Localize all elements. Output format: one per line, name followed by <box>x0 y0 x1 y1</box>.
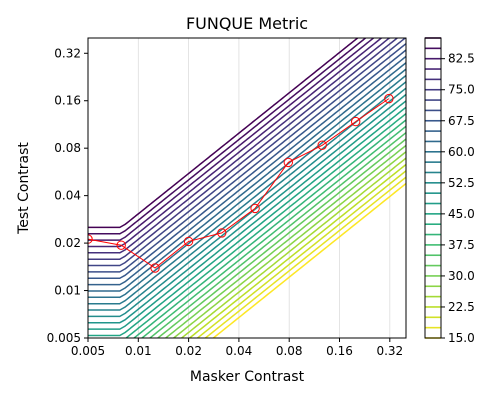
contour-level-26 <box>88 38 383 248</box>
threshold-point-5 <box>250 203 260 214</box>
contour-level-27 <box>88 38 375 241</box>
contour-level-22 <box>88 42 406 273</box>
contour-level-1 <box>204 176 406 338</box>
x-tick-label-0: 0.005 <box>71 344 105 358</box>
threshold-point-9 <box>384 93 394 104</box>
x-tick-label-5: 0.16 <box>326 344 353 358</box>
contour-level-8 <box>149 131 406 338</box>
contour-level-3 <box>188 163 406 338</box>
threshold-point-7 <box>317 140 327 150</box>
threshold-series <box>88 93 394 273</box>
contour-level-5 <box>172 151 406 338</box>
plot-frame <box>87 37 407 339</box>
y-tick-label-0: 0.005 <box>47 331 81 345</box>
threshold-point-6 <box>283 157 293 168</box>
contour-lines <box>88 38 406 338</box>
colorbar-tick-label-3: 37.5 <box>448 238 475 252</box>
contour-level-10 <box>133 119 406 338</box>
contour-level-4 <box>180 157 406 338</box>
y-tick-label-1: 0.01 <box>54 284 81 298</box>
contour-level-29 <box>88 38 359 229</box>
y-tick-label-2: 0.02 <box>54 236 81 250</box>
threshold-point-8 <box>350 116 361 127</box>
y-tick-label-5: 0.16 <box>54 94 81 108</box>
colorbar-tick-label-5: 52.5 <box>448 176 475 190</box>
contour-level-9 <box>141 125 406 338</box>
contour-level-15 <box>88 87 406 318</box>
contour-level-11 <box>125 112 406 338</box>
contour-level-28 <box>88 38 367 235</box>
y-tick-label-6: 0.32 <box>54 46 81 60</box>
contour-level-12 <box>88 106 406 337</box>
x-axis-ticks: 0.005 0.01 0.02 0.04 0.08 0.16 0.32 <box>71 338 403 358</box>
colorbar-tick-label-7: 67.5 <box>448 114 475 128</box>
chart-title: FUNQUE Metric <box>186 14 308 33</box>
x-tick-label-6: 0.32 <box>376 344 403 358</box>
contour-level-0 <box>212 182 406 338</box>
x-axis-label: Masker Contrast <box>190 369 305 385</box>
colorbar: 15.0 22.5 30.0 37.5 45.0 52.5 60.0 67.5 75.0 82.5 <box>424 37 475 345</box>
contour-level-24 <box>88 38 398 260</box>
contour-level-14 <box>88 93 406 324</box>
colorbar-tick-label-0: 15.0 <box>448 331 475 345</box>
contour-level-16 <box>88 81 406 311</box>
colorbar-tick-label-4: 45.0 <box>448 207 475 221</box>
contour-level-18 <box>88 68 406 299</box>
colorbar-tick-label-8: 75.0 <box>448 83 475 97</box>
x-tick-label-3: 0.04 <box>226 344 253 358</box>
threshold-point-2 <box>150 263 160 273</box>
colorbar-tick-label-6: 60.0 <box>448 145 475 159</box>
threshold-point-1 <box>116 240 126 250</box>
contour-level-19 <box>88 62 406 292</box>
contour-level-23 <box>88 38 406 267</box>
contour-level-13 <box>88 100 406 330</box>
colorbar-frame <box>424 37 442 339</box>
colorbar-tick-label-9: 82.5 <box>448 52 475 66</box>
x-tick-label-1: 0.01 <box>125 344 152 358</box>
y-axis-label: Test Contrast <box>16 142 32 235</box>
contour-level-6 <box>165 144 406 338</box>
threshold-point-4 <box>217 228 227 238</box>
y-tick-label-3: 0.04 <box>54 189 81 203</box>
x-tick-label-4: 0.08 <box>276 344 303 358</box>
colorbar-tick-label-1: 22.5 <box>448 300 475 314</box>
contour-level-2 <box>196 170 406 338</box>
colorbar-tick-label-2: 30.0 <box>448 269 475 283</box>
contour-level-20 <box>88 55 406 286</box>
contour-level-21 <box>88 49 406 279</box>
threshold-line <box>88 98 390 269</box>
contour-level-7 <box>157 138 406 338</box>
threshold-point-3 <box>183 236 194 247</box>
y-axis-ticks: 0.005 0.01 0.02 0.04 0.08 0.16 0.32 <box>47 46 88 345</box>
contour-level-25 <box>88 38 391 254</box>
x-tick-label-2: 0.02 <box>175 344 202 358</box>
y-tick-label-4: 0.08 <box>54 141 81 155</box>
